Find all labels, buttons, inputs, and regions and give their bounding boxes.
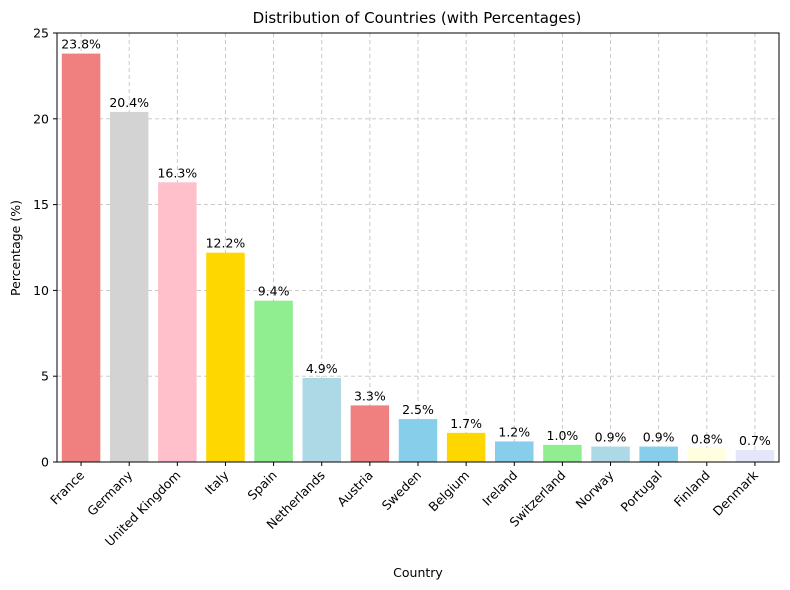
- y-tick-label: 5: [41, 369, 49, 384]
- bar: [591, 446, 630, 462]
- data-label: 16.3%: [157, 165, 197, 180]
- chart-title: Distribution of Countries (with Percenta…: [253, 9, 582, 27]
- x-tick-label: France: [47, 467, 87, 507]
- bar: [398, 419, 438, 462]
- data-labels: 23.8% 20.4% 16.3% 12.2% 9.4% 4.9% 3.3% 2.5% 1.7%…: [61, 37, 771, 448]
- bar: [254, 300, 293, 462]
- x-tick-label: Norway: [573, 467, 618, 512]
- data-label: 9.4%: [258, 284, 290, 299]
- bars: [61, 53, 775, 463]
- bar: [158, 182, 197, 463]
- x-tick-label: Finland: [671, 468, 713, 510]
- data-label: 1.2%: [498, 424, 530, 439]
- y-tick-label: 0: [41, 455, 49, 470]
- data-label: 4.9%: [306, 361, 338, 376]
- y-tick-label: 20: [33, 111, 49, 126]
- data-label: 12.2%: [206, 236, 246, 251]
- bar: [446, 432, 486, 462]
- data-label: 0.9%: [595, 430, 627, 445]
- data-label: 0.7%: [739, 433, 771, 448]
- data-label: 23.8%: [61, 37, 101, 52]
- x-tick-label: Ireland: [479, 468, 520, 509]
- y-axis: 0 5 10 15 20 25: [33, 26, 57, 470]
- bar: [206, 252, 245, 462]
- x-tick-label: Denmark: [710, 467, 762, 519]
- bar: [639, 446, 678, 462]
- bar: [61, 53, 101, 462]
- data-label: 2.5%: [402, 402, 434, 417]
- y-tick-label: 15: [33, 197, 49, 212]
- data-label: 3.3%: [354, 388, 386, 403]
- data-label: 20.4%: [109, 95, 149, 110]
- x-tick-label: Austria: [334, 468, 376, 510]
- bar: [495, 441, 534, 462]
- bar: [302, 377, 341, 462]
- x-tick-label: Sweden: [379, 468, 425, 514]
- x-tick-label: Italy: [202, 467, 232, 497]
- y-tick-label: 25: [33, 26, 49, 41]
- bar: [687, 448, 727, 462]
- x-tick-label: Portugal: [618, 468, 665, 515]
- data-label: 1.0%: [547, 428, 579, 443]
- x-axis-title: Country: [393, 565, 443, 580]
- x-tick-label: Spain: [244, 468, 279, 503]
- data-label: 0.8%: [691, 431, 723, 446]
- data-label: 0.9%: [643, 430, 675, 445]
- bar: [350, 405, 390, 462]
- x-tick-label: Belgium: [425, 468, 472, 515]
- y-tick-label: 10: [33, 283, 49, 298]
- bar: [109, 111, 149, 462]
- data-label: 1.7%: [450, 416, 482, 431]
- bar: [735, 449, 775, 462]
- bar: [543, 444, 582, 462]
- y-axis-title: Percentage (%): [8, 200, 23, 296]
